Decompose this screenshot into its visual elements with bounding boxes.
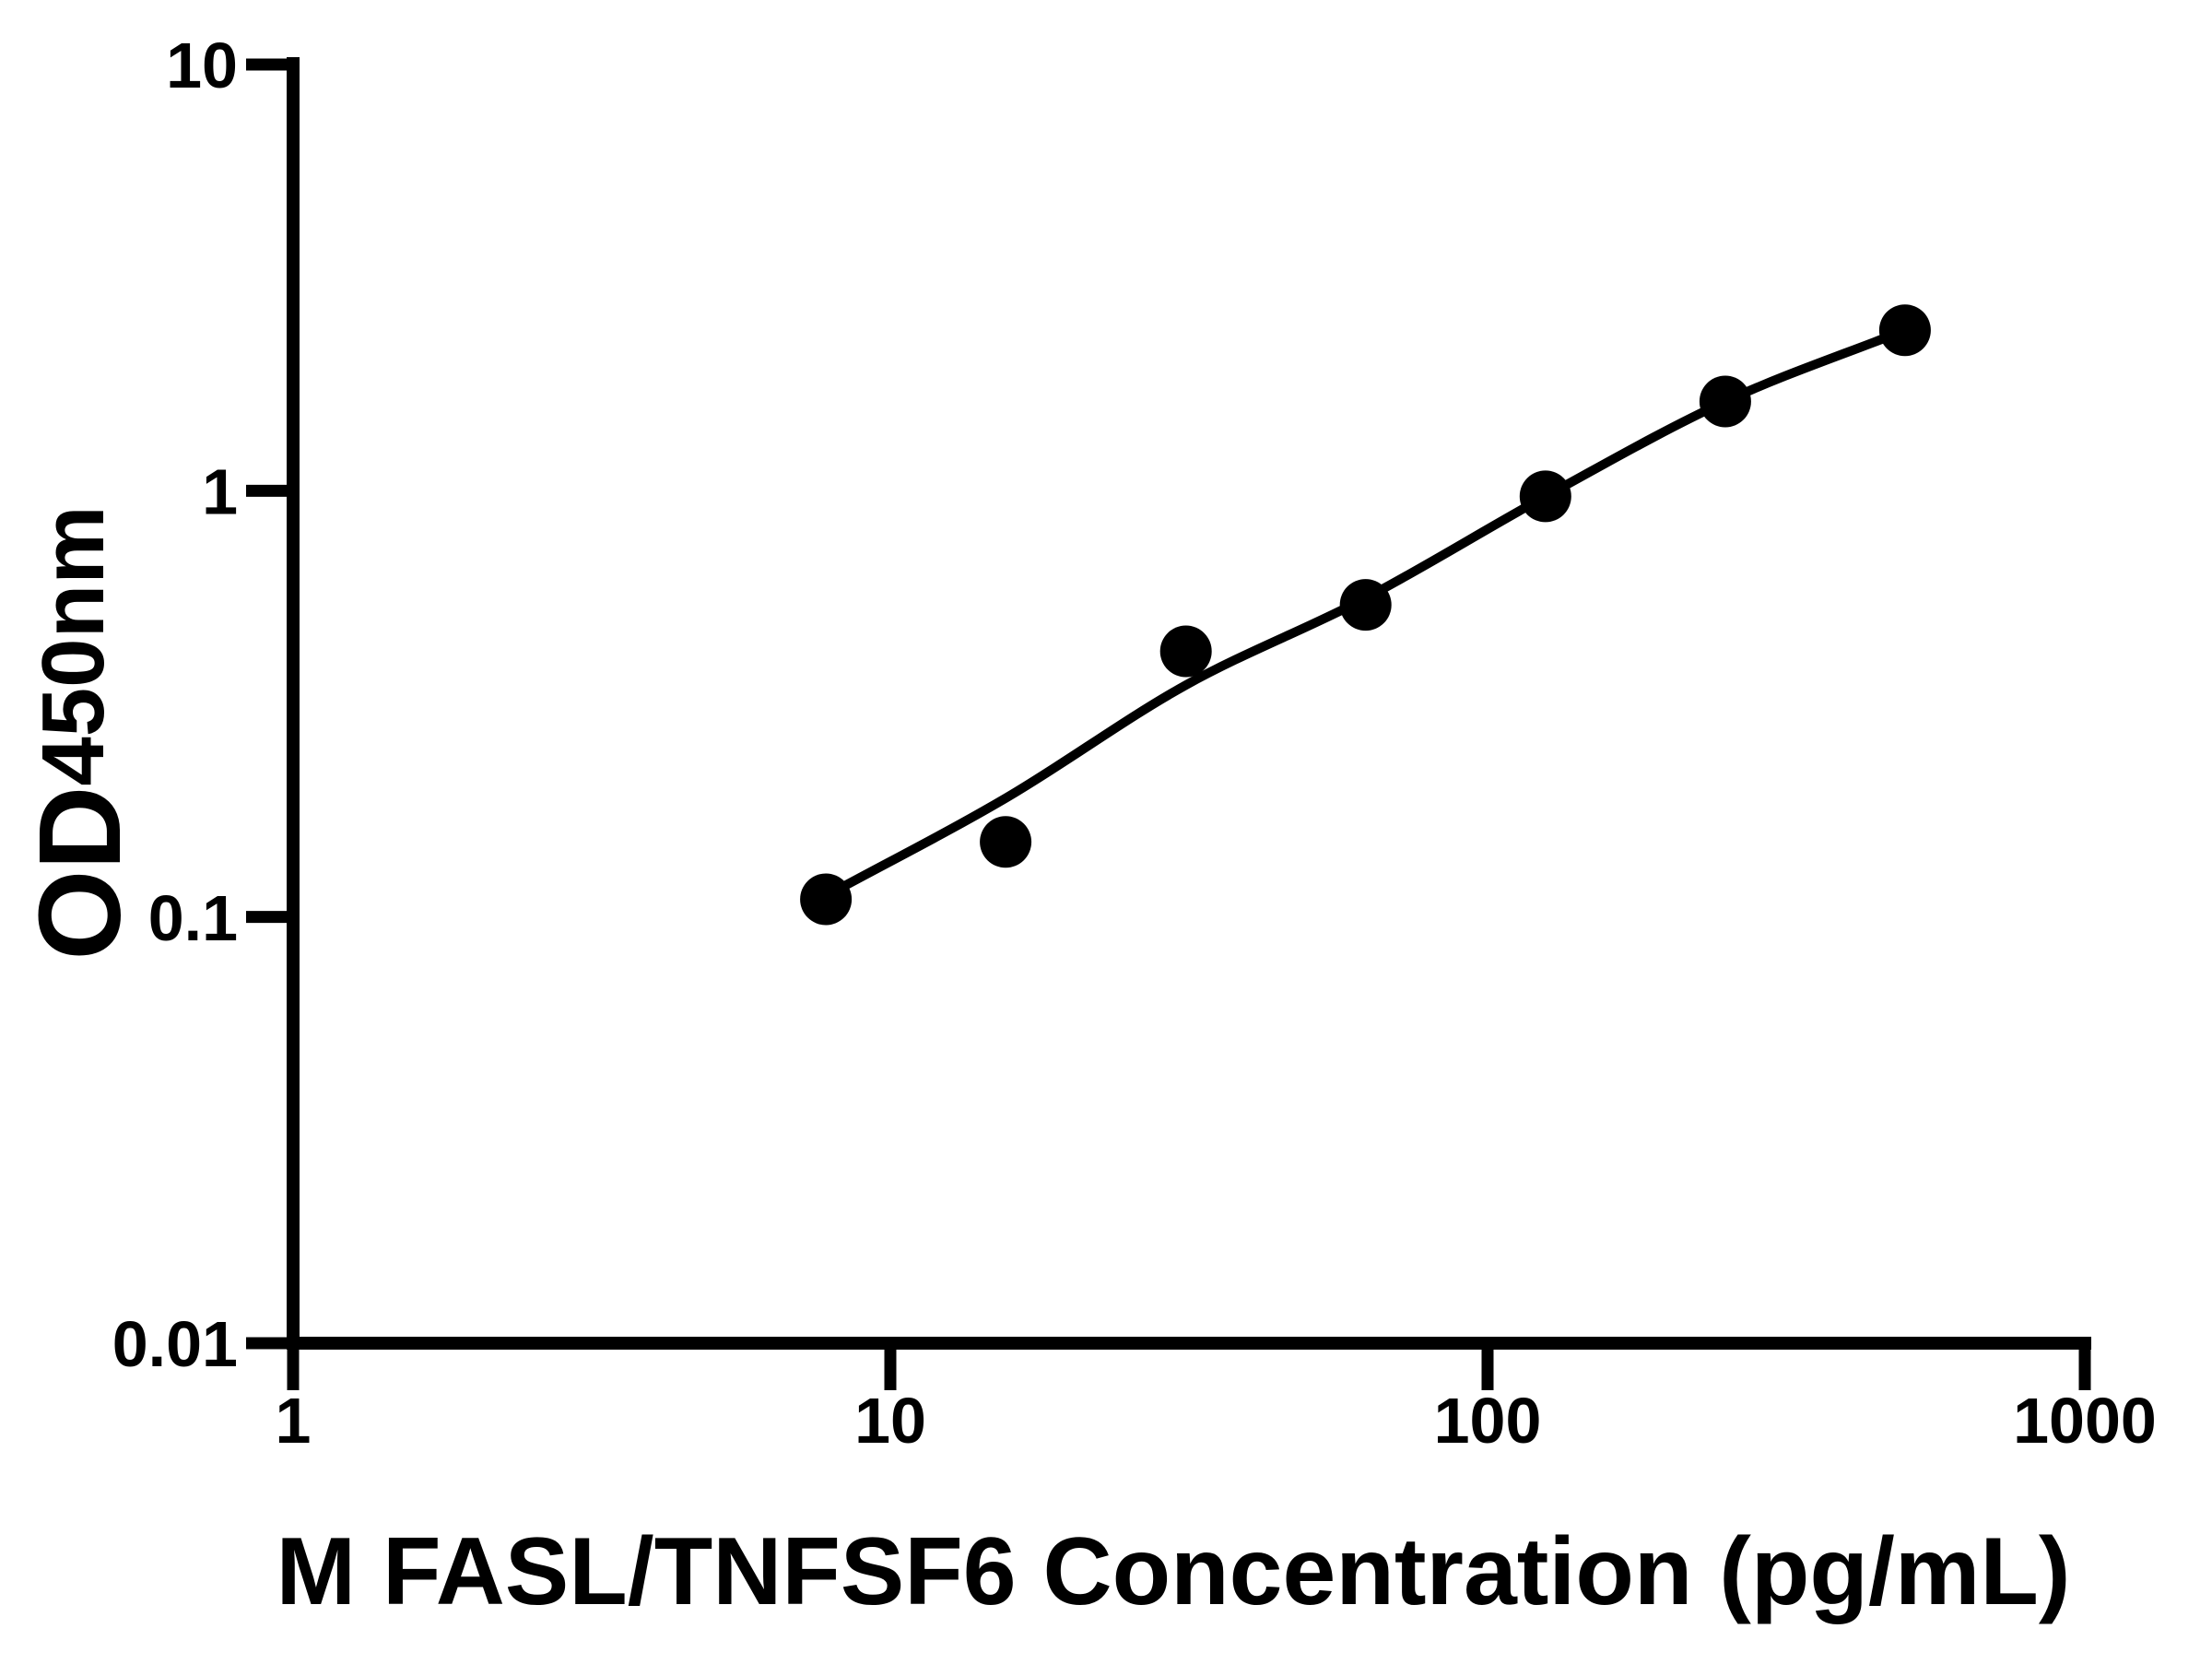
- data-point: [1519, 470, 1571, 523]
- y-tick-label: 1: [202, 456, 238, 528]
- x-tick-label: 1000: [2013, 1385, 2157, 1457]
- x-tick-label: 10: [854, 1385, 926, 1457]
- data-point: [980, 816, 1032, 868]
- data-point: [1878, 304, 1931, 357]
- data-point: [800, 873, 853, 926]
- data-points-group: [800, 304, 1931, 926]
- x-tick-label: 100: [1434, 1385, 1542, 1457]
- x-axis-title: M FASL/TNFSF6 Concentration (pg/mL): [276, 1518, 2070, 1625]
- y-axis-title: OD450nm: [15, 505, 145, 960]
- y-axis-ticks: 0.01 0.1 1 10: [112, 30, 293, 1380]
- y-axis-title-subscript: 450nm: [24, 505, 123, 785]
- data-point: [1339, 579, 1392, 631]
- y-axis-title-main: OD: [15, 786, 145, 961]
- y-tick-label: 0.1: [148, 882, 238, 954]
- data-point: [1699, 375, 1751, 428]
- data-point: [1159, 625, 1212, 678]
- y-tick-label: 10: [166, 30, 238, 101]
- x-tick-label: 1: [276, 1385, 312, 1457]
- x-axis-ticks: 1 10 100 1000: [276, 1343, 2157, 1457]
- y-tick-label: 0.01: [112, 1308, 238, 1380]
